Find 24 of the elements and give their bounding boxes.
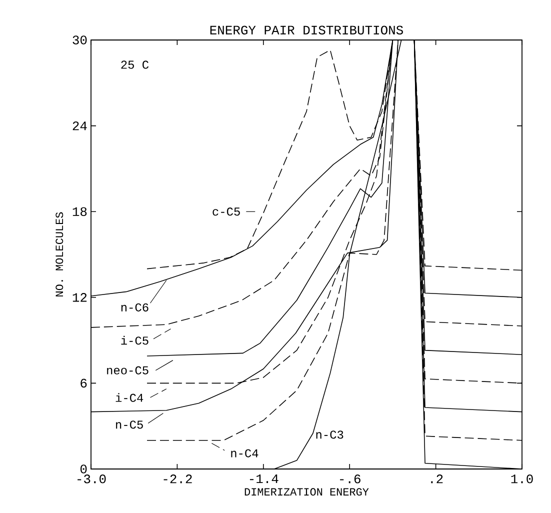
series-label: n-C3 <box>316 430 344 439</box>
x-tick-label: -2.2 <box>164 474 192 484</box>
annotation: 25 C <box>121 60 149 69</box>
x-tick-label: -1.4 <box>250 474 278 484</box>
series-label: n-C6 <box>121 303 148 312</box>
legend-label: i-C5 <box>121 336 148 345</box>
x-tick-label: .2 <box>431 474 443 484</box>
y-tick-label: 12 <box>72 293 87 302</box>
y-tick-label: 18 <box>72 207 87 216</box>
x-tick-label: 1.0 <box>511 474 533 484</box>
y-axis-title: NO. MOLECULES <box>56 212 64 296</box>
legend-label: n-C5 <box>116 420 143 429</box>
legend-label: i-C4 <box>116 393 144 402</box>
y-tick-label: 0 <box>80 464 87 474</box>
y-tick-label: 30 <box>72 36 87 44</box>
x-tick-label: -3.0 <box>78 474 106 484</box>
legend-label: neo-C5 <box>107 366 148 374</box>
x-tick-label: -.6 <box>340 474 360 484</box>
series-label: n-C4 <box>231 449 258 458</box>
x-axis-title: DIMERIZATION ENERGY <box>244 488 369 496</box>
chart-title: ENERGY PAIR DISTRIBUTIONS <box>210 26 403 34</box>
legend-label: c-C5 <box>212 208 240 216</box>
y-tick-label: 6 <box>80 378 87 388</box>
y-tick-label: 24 <box>72 121 87 130</box>
